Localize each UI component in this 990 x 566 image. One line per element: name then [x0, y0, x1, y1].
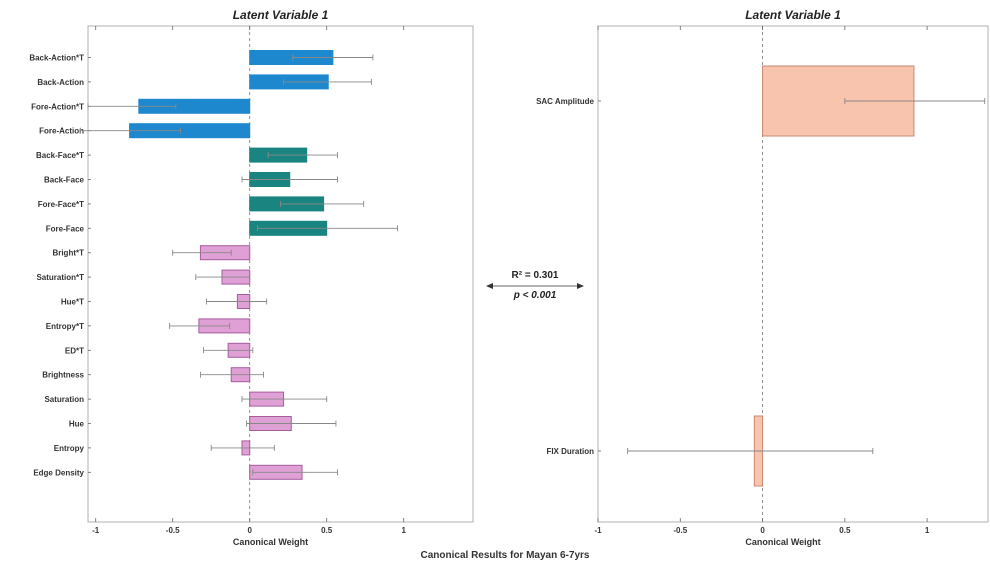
- x-tick-label: 1: [401, 526, 406, 535]
- category-label: Hue: [69, 420, 85, 429]
- category-label: Entropy*T: [46, 322, 84, 331]
- category-label: FIX Duration: [546, 447, 594, 456]
- category-label: Bright*T: [52, 249, 84, 258]
- x-axis-label: Canonical Weight: [745, 537, 820, 547]
- r-squared-label: R² = 0.301: [512, 270, 559, 281]
- category-label: Fore-Action*T: [31, 102, 84, 111]
- figure-suptitle: Canonical Results for Mayan 6-7yrs: [421, 550, 590, 561]
- x-tick-label: 0: [760, 526, 765, 535]
- category-label: Entropy: [54, 444, 85, 453]
- correlation-annotation: R² = 0.301 p < 0.001: [486, 270, 584, 301]
- x-tick-label: 0.5: [321, 526, 333, 535]
- left-chart-panel: Latent Variable 1 -1 -0.5 0 0.5 1 Canonical We…: [29, 8, 474, 547]
- x-tick-label: -1: [92, 526, 100, 535]
- x-axis-label: Canonical Weight: [233, 537, 308, 547]
- category-label: Saturation: [44, 395, 84, 404]
- annotation-arrow-left-head: [486, 283, 493, 289]
- category-label: Fore-Face*T: [38, 200, 84, 209]
- category-label: Back-Action*T: [29, 54, 84, 63]
- category-label: Saturation*T: [36, 273, 84, 282]
- chart-title: Latent Variable 1: [233, 8, 329, 22]
- x-tick-label: 0: [247, 526, 252, 535]
- category-label: SAC Amplitude: [536, 97, 594, 106]
- annotation-arrow-right-head: [577, 283, 584, 289]
- category-label: Fore-Face: [46, 224, 85, 233]
- x-tick-label: 1: [925, 526, 930, 535]
- category-label: Back-Action: [37, 78, 84, 87]
- category-label: Back-Face*T: [36, 151, 84, 160]
- p-value-label: p < 0.001: [513, 290, 557, 301]
- x-tick-label: 0.5: [839, 526, 851, 535]
- right-chart-panel: Latent Variable 1 -1 -0.5 0 0.5 1 Canonical We…: [536, 8, 989, 547]
- x-tick-label: -0.5: [673, 526, 687, 535]
- category-label: Hue*T: [61, 298, 84, 307]
- category-label: Brightness: [42, 371, 84, 380]
- category-label: ED*T: [65, 346, 84, 355]
- chart-title: Latent Variable 1: [745, 8, 841, 22]
- x-tick-label: -1: [594, 526, 602, 535]
- x-tick-label: -0.5: [166, 526, 180, 535]
- category-label: Back-Face: [44, 176, 85, 185]
- category-label: Fore-Action: [39, 127, 84, 136]
- category-label: Edge Density: [33, 468, 84, 477]
